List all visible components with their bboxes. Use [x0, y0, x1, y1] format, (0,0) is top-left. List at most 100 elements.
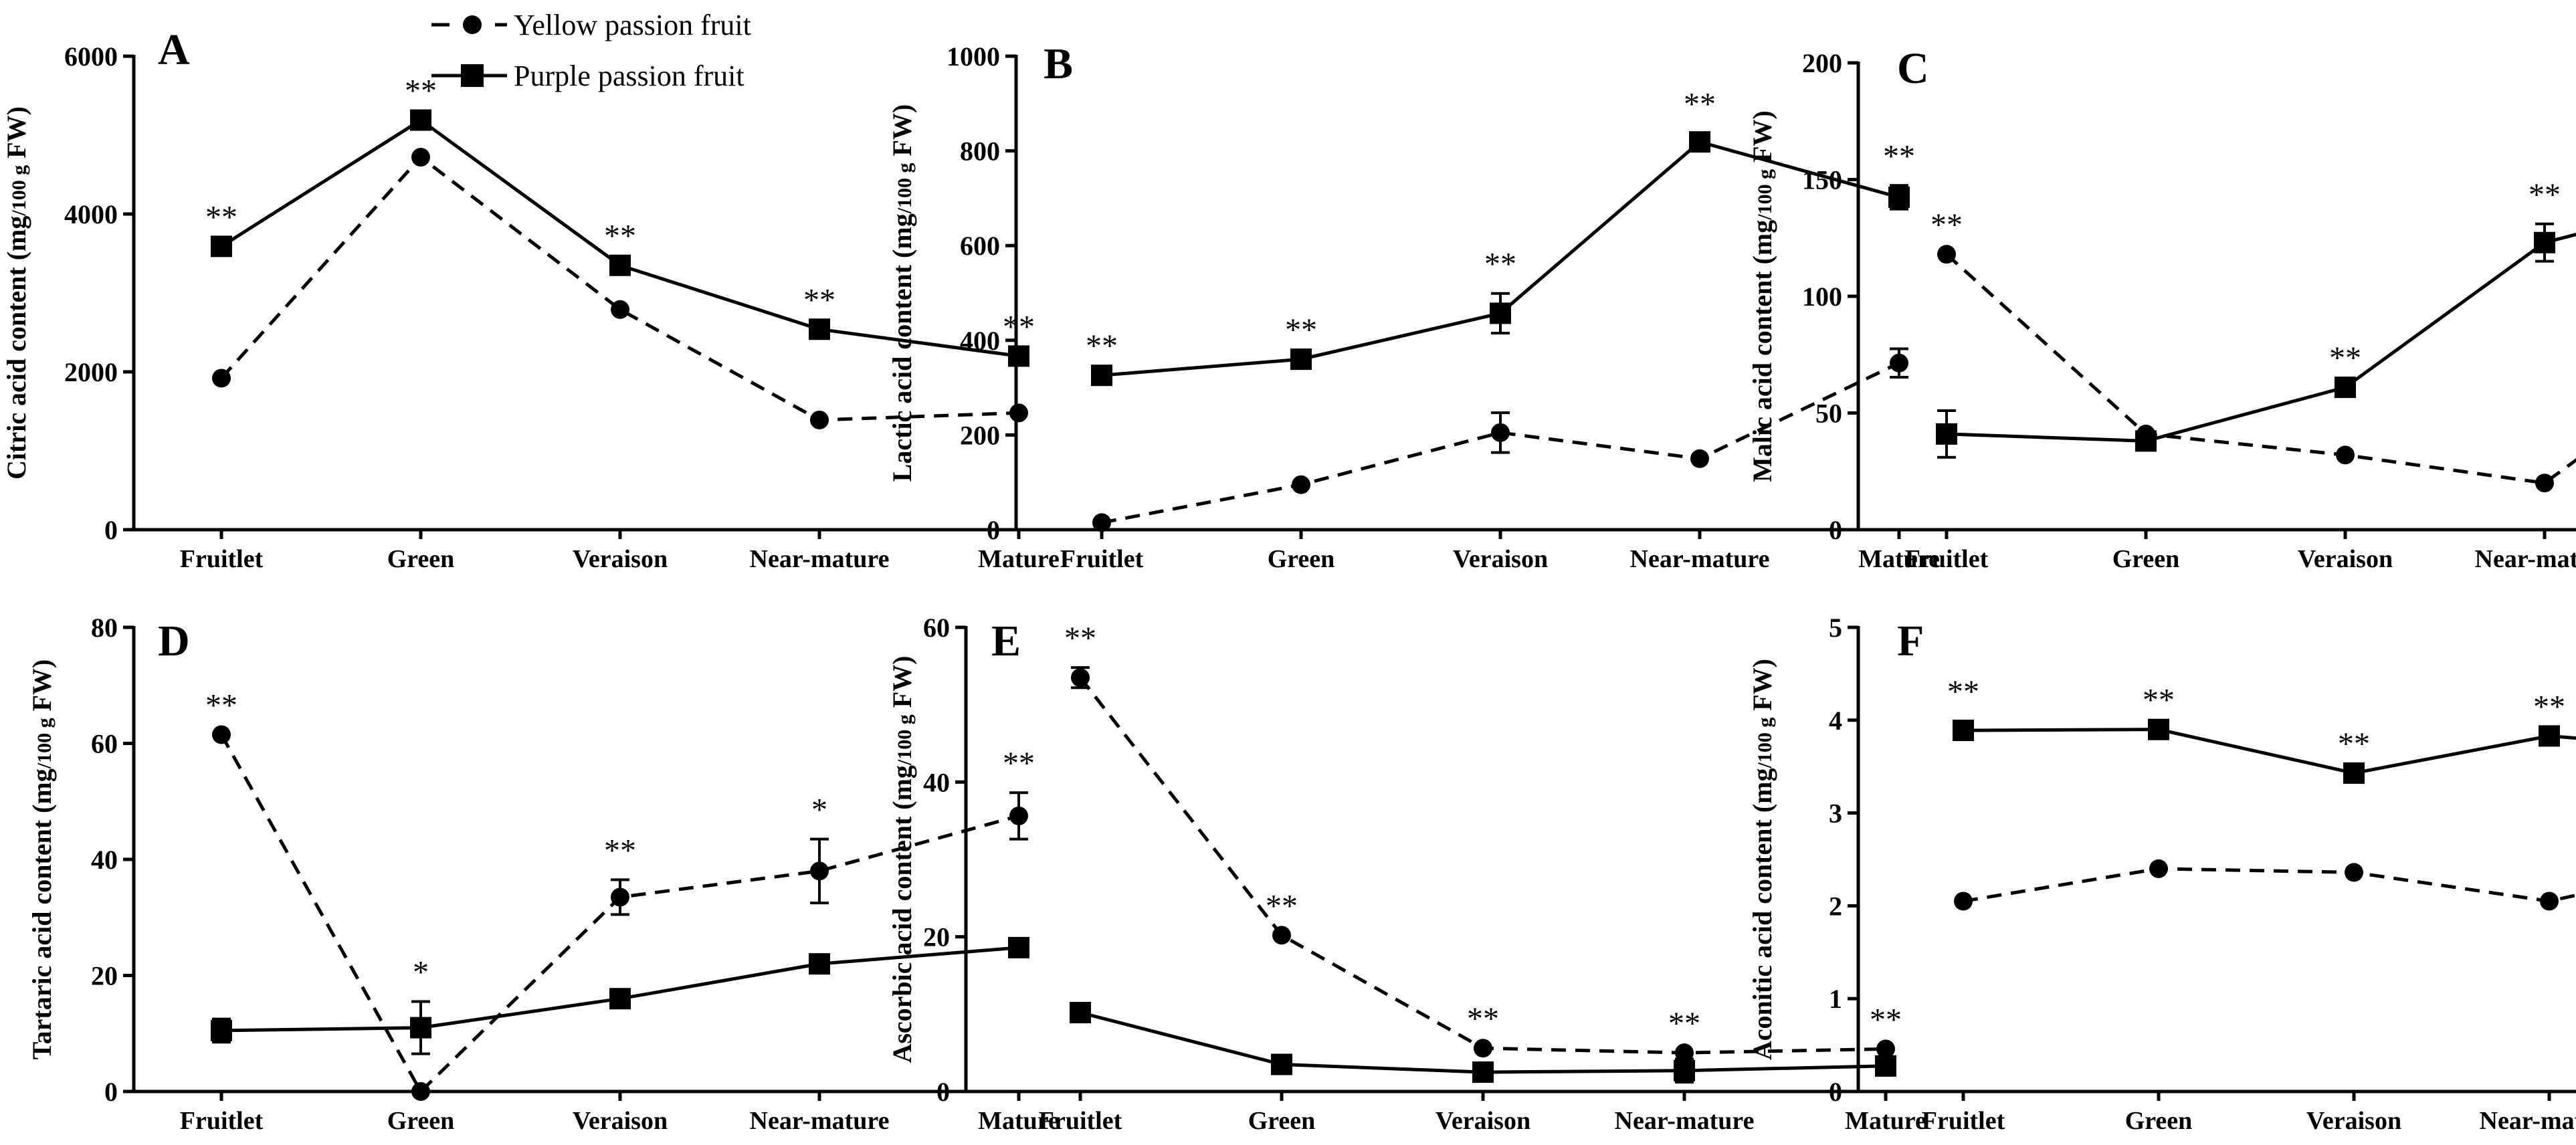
data-point-yellow	[1071, 668, 1090, 688]
data-point-purple	[1008, 345, 1029, 367]
data-point-purple	[2343, 762, 2365, 784]
data-point-purple	[809, 953, 830, 975]
x-tick-label: Veraison	[2298, 545, 2393, 573]
significance-label: **	[1064, 621, 1096, 656]
significance-label: **	[1947, 674, 1979, 710]
significance-label: **	[604, 219, 636, 254]
y-axis-label-suffix: FW)	[1747, 659, 1777, 718]
data-point-purple	[2539, 725, 2560, 747]
data-point-yellow	[411, 148, 430, 167]
y-tick-label: 60	[923, 613, 950, 643]
y-tick-label: 600	[960, 231, 1000, 261]
significance-label: *	[413, 955, 429, 991]
y-tick-label: 20	[923, 922, 950, 952]
data-point-yellow	[1474, 1039, 1492, 1058]
y-axis-label-prefix: Malic acid content (mg	[1747, 220, 1777, 482]
data-point-yellow	[611, 300, 629, 319]
y-tick-label: 0	[1829, 1077, 1842, 1107]
x-tick-label: Veraison	[573, 545, 668, 573]
panel-f: 0 1 2 3 4 5 Fruitlet Green Veraison Near-mature Ma…	[1747, 613, 2576, 1135]
x-tick-label: Veraison	[1435, 1107, 1530, 1135]
data-point-purple	[1936, 423, 1957, 445]
data-point-yellow	[1009, 403, 1028, 423]
y-axis-label-prefix: Lactic acid content (mg	[887, 213, 917, 482]
x-tick-label: Near-mature	[1630, 545, 1770, 573]
series-line-yellow	[1101, 361, 1900, 524]
data-point-purple	[809, 318, 830, 340]
data-point-purple	[1689, 131, 1710, 153]
data-point-purple	[1875, 1055, 1896, 1077]
significance-label: *	[811, 793, 827, 828]
x-tick-label: Green	[387, 1107, 455, 1135]
x-tick-label: Green	[2112, 545, 2180, 573]
data-point-yellow	[2535, 474, 2554, 493]
panel-d: 0 20 40 60 80 Fruitlet Green Veraison Near-matur…	[27, 613, 1138, 1135]
y-axis-label-unit: /100 g	[894, 163, 916, 214]
x-tick-label: Fruitlet	[1922, 1107, 2005, 1135]
panel-letter: E	[991, 617, 1021, 665]
x-tick-label: Veraison	[2306, 1107, 2401, 1135]
significance-label: **	[2529, 177, 2561, 213]
x-tick-label: Green	[2125, 1107, 2193, 1135]
significance-label: **	[1883, 138, 1915, 174]
y-axis-label-suffix: FW)	[887, 104, 917, 163]
y-tick-label: 2000	[64, 357, 118, 387]
legend-yellow-marker	[463, 15, 482, 34]
x-tick-label: Mature	[978, 545, 1060, 573]
y-tick-label: 40	[923, 767, 950, 797]
y-tick-label: 200	[960, 420, 1000, 450]
data-point-yellow	[1272, 926, 1291, 945]
y-tick-label: 100	[1802, 282, 1842, 312]
y-axis-label-unit: /100 g	[1754, 718, 1776, 769]
y-tick-label: 150	[1802, 165, 1842, 195]
x-tick-label: Fruitlet	[1905, 545, 1989, 573]
series-line-purple	[1963, 728, 2576, 775]
legend-purple-marker	[461, 64, 484, 87]
y-axis-label-unit: /100 g	[1754, 169, 1776, 221]
panel-letter: C	[1897, 44, 1929, 93]
y-tick-label: 4000	[64, 199, 118, 229]
data-point-yellow	[1876, 1039, 1895, 1059]
significance-label: **	[1285, 312, 1317, 348]
data-point-yellow	[2345, 863, 2363, 882]
data-point-yellow	[212, 369, 231, 388]
data-point-purple	[1888, 186, 1910, 208]
data-point-purple	[410, 109, 431, 131]
y-tick-label: 0	[936, 1077, 950, 1107]
significance-label: **	[405, 74, 437, 109]
data-point-purple	[211, 1019, 232, 1041]
significance-label: **	[1684, 86, 1716, 122]
data-point-yellow	[411, 1082, 430, 1101]
y-tick-label: 60	[91, 729, 118, 759]
x-tick-label: Mature	[1845, 1107, 1926, 1135]
y-tick-label: 1000	[947, 41, 1000, 72]
y-axis-label-suffix: FW)	[27, 659, 57, 718]
legend-yellow-label: Yellow passion fruit	[514, 9, 751, 41]
y-axis-label-suffix: FW)	[1, 106, 31, 165]
x-tick-label: Veraison	[573, 1107, 668, 1135]
x-tick-label: Veraison	[1453, 545, 1548, 573]
data-point-yellow	[1690, 449, 1709, 468]
y-axis-label-suffix: FW)	[1747, 110, 1777, 169]
y-tick-label: 0	[987, 515, 1000, 545]
y-axis-label-unit: /100 g	[8, 165, 30, 217]
data-point-purple	[1472, 1061, 1494, 1083]
y-axis-label: Ascorbic acid content (mg/100 g FW)	[887, 655, 917, 1063]
y-axis-label: Lactic acid content (mg/100 g FW)	[887, 104, 917, 482]
series-line-yellow	[1963, 867, 2576, 904]
y-axis-label: Aconitic acid content (mg/100 g FW)	[1747, 659, 1777, 1060]
data-point-yellow	[1491, 423, 1510, 442]
y-tick-label: 200	[1802, 48, 1842, 78]
data-point-purple	[1271, 1053, 1292, 1075]
significance-label: **	[803, 282, 835, 318]
legend: Yellow passion fruit Purple passion frui…	[431, 9, 751, 92]
y-tick-label: 800	[960, 136, 1000, 167]
data-point-purple	[2148, 718, 2169, 740]
significance-label: **	[1086, 328, 1118, 364]
x-tick-label: Green	[387, 545, 455, 573]
significance-label: **	[2338, 726, 2370, 762]
significance-label: **	[1003, 746, 1035, 781]
significance-label: **	[1467, 1001, 1499, 1037]
panel-letter: F	[1897, 617, 1924, 665]
